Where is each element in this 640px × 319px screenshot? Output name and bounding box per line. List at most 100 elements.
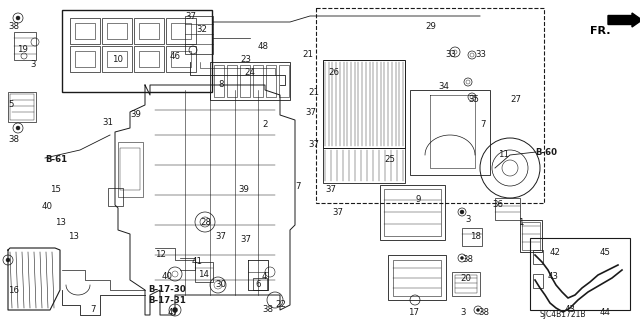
Bar (533, 250, 543, 264)
Text: 30: 30 (215, 280, 226, 289)
Bar (279, 65, 289, 97)
Circle shape (173, 308, 177, 313)
Text: 20: 20 (460, 274, 471, 283)
Bar (266, 65, 276, 97)
Bar (10, 94, 34, 120)
Bar (253, 65, 263, 97)
Text: 25: 25 (384, 155, 395, 164)
Circle shape (460, 210, 464, 214)
Text: 37: 37 (308, 140, 319, 149)
Text: 3: 3 (30, 60, 35, 69)
Text: B-17-30: B-17-30 (148, 285, 186, 294)
Bar (530, 238, 630, 310)
Bar (134, 18, 164, 44)
Text: 15: 15 (50, 185, 61, 194)
Bar (452, 272, 480, 296)
Bar (166, 46, 196, 72)
Bar (8, 92, 36, 122)
Bar (323, 148, 405, 183)
Bar (107, 51, 127, 67)
Bar (533, 274, 543, 288)
Text: 38: 38 (8, 135, 19, 144)
Text: 7: 7 (90, 305, 95, 314)
Text: 17: 17 (408, 308, 419, 317)
Bar (384, 189, 441, 236)
Text: 26: 26 (328, 68, 339, 77)
Text: 38: 38 (462, 255, 473, 264)
Text: 19: 19 (17, 45, 28, 54)
Text: 2: 2 (262, 120, 268, 129)
Bar (214, 65, 224, 97)
Bar (70, 18, 100, 44)
Text: 33: 33 (445, 50, 456, 59)
Text: 37: 37 (332, 208, 343, 217)
Text: 8: 8 (218, 80, 223, 89)
Text: 21: 21 (302, 50, 313, 59)
Circle shape (16, 126, 20, 130)
Bar (393, 260, 441, 296)
Bar (495, 198, 520, 220)
Text: 9: 9 (415, 195, 420, 204)
Bar (70, 46, 100, 72)
Text: 10: 10 (112, 55, 123, 64)
Text: 37: 37 (215, 232, 226, 241)
Bar (14, 32, 36, 60)
Bar (171, 51, 191, 67)
Bar (323, 60, 405, 148)
Bar (102, 18, 132, 44)
Bar (134, 46, 164, 72)
Circle shape (6, 258, 10, 262)
Bar (139, 51, 159, 67)
Bar (62, 10, 212, 92)
Text: 28: 28 (200, 218, 211, 227)
Circle shape (461, 256, 463, 259)
Text: 43: 43 (548, 272, 559, 281)
Text: 38: 38 (8, 22, 19, 31)
Bar (195, 262, 213, 282)
Text: 7: 7 (480, 120, 486, 129)
Text: 39: 39 (238, 185, 249, 194)
Text: 37: 37 (240, 235, 251, 244)
Text: 16: 16 (8, 286, 19, 295)
Bar (388, 255, 446, 300)
Bar (410, 90, 490, 175)
Text: 43: 43 (565, 305, 576, 314)
Text: 13: 13 (55, 218, 66, 227)
Text: 13: 13 (68, 232, 79, 241)
Bar (455, 275, 477, 293)
Text: 37: 37 (185, 12, 196, 21)
Bar (118, 142, 143, 197)
Text: B-60: B-60 (535, 148, 557, 157)
Text: 18: 18 (470, 232, 481, 241)
Text: 32: 32 (196, 25, 207, 34)
Text: FR.: FR. (590, 26, 611, 36)
Bar (380, 185, 445, 240)
Text: 47: 47 (168, 308, 179, 317)
Text: 31: 31 (102, 118, 113, 127)
Bar (210, 62, 290, 100)
Bar (462, 228, 482, 246)
Text: SJC4B1721B: SJC4B1721B (540, 310, 586, 319)
Text: 37: 37 (325, 185, 336, 194)
Text: 21: 21 (308, 88, 319, 97)
Text: 14: 14 (198, 270, 209, 279)
Text: 23: 23 (240, 55, 251, 64)
Bar (171, 23, 191, 39)
Text: 42: 42 (550, 248, 561, 257)
Text: 1: 1 (518, 218, 524, 227)
Text: 48: 48 (258, 42, 269, 51)
Text: 39: 39 (130, 110, 141, 119)
Bar (75, 23, 95, 39)
Bar (240, 65, 250, 97)
Bar (227, 65, 237, 97)
Text: 37: 37 (305, 108, 316, 117)
Bar (316, 8, 544, 203)
Bar (139, 23, 159, 39)
Bar (102, 46, 132, 72)
Text: 22: 22 (275, 300, 286, 309)
Bar (75, 51, 95, 67)
Circle shape (477, 308, 479, 311)
Text: 5: 5 (8, 100, 13, 109)
Bar (107, 23, 127, 39)
Text: 6: 6 (255, 280, 260, 289)
